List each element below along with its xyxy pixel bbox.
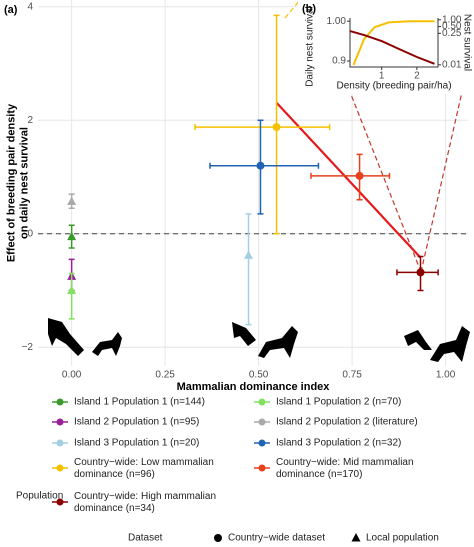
x-tick-label: 0.50: [249, 370, 269, 381]
error-bar-x: [194, 124, 331, 131]
y-axis-title: Daily nest survival: [305, 6, 316, 87]
fox-icon: [430, 326, 470, 362]
bird-icon: [48, 318, 84, 356]
legend-swatch: [56, 439, 64, 447]
y-tick-label: 0.9: [332, 56, 346, 67]
legend-swatch: [258, 439, 266, 447]
legend-swatch: [258, 418, 266, 426]
x-axis-title: Mammalian dominance index: [177, 381, 331, 393]
fit-line: [275, 101, 422, 259]
marker: [67, 285, 77, 295]
legend-label: Island 1 Population 2 (n=70): [276, 397, 401, 408]
legend-label: Country−wide dataset: [228, 533, 325, 544]
y2-axis-title: Nest survival: [461, 14, 472, 71]
legend-label: Local population: [366, 533, 439, 544]
curve: [349, 30, 435, 65]
legend-swatch: [258, 464, 266, 472]
legend-label: Island 3 Population 1 (n=20): [74, 438, 199, 449]
y2-tick-label: 0.25: [442, 28, 462, 39]
curve: [352, 20, 435, 66]
legend-swatch: [56, 464, 64, 472]
marker: [272, 123, 281, 132]
error-bar-y: [245, 213, 252, 326]
x-axis-title: Density (breeding pair/ha): [336, 81, 451, 92]
y2-tick-label: 0.01: [442, 59, 462, 70]
legend-title: Population: [16, 491, 63, 502]
y-tick-label: 1.00: [327, 16, 347, 27]
marker: [416, 268, 425, 277]
legend-title: Dataset: [128, 533, 163, 544]
y-axis-title: Effect of breeding pair densityon daily …: [5, 103, 30, 262]
x-tick-label: 0.00: [62, 370, 82, 381]
leader-line: [284, 0, 301, 19]
panel-label: (b): [302, 3, 316, 15]
y2-tick-label: 0.50: [442, 21, 462, 32]
x-tick-label: 0.75: [342, 370, 362, 381]
marker: [256, 161, 265, 170]
y2-tick-label: 1.00: [442, 14, 462, 25]
y-tick-label: 0: [27, 228, 33, 239]
fox-icon: [92, 332, 122, 356]
x-tick-label: 2: [414, 71, 420, 82]
legend-label: Country−wide: Mid mammalian dominance (n=…: [276, 457, 414, 480]
inset-background: [298, 0, 474, 94]
leader-line: [420, 91, 463, 273]
legend-label: Country−wide: Low mammalian dominance (n=…: [74, 457, 214, 480]
bird-icon: [232, 322, 256, 346]
legend-label: Island 2 Population 2 (literature): [276, 417, 418, 428]
x-tick-label: 1: [379, 71, 385, 82]
leader-line: [349, 91, 422, 273]
y-tick-label: −2: [22, 342, 34, 353]
legend-label: Island 1 Population 1 (n=144): [74, 397, 205, 408]
legend-label: Country−wide: High mammalian dominance (n…: [74, 491, 216, 514]
marker: [244, 250, 254, 259]
legend-swatch: [56, 418, 64, 426]
x-tick-label: 0.25: [155, 370, 175, 381]
marker: [214, 534, 222, 542]
x-tick-label: 1.00: [436, 370, 456, 381]
animal-silhouettes: [48, 318, 470, 362]
legend-swatch: [258, 398, 266, 406]
error-bar-x: [310, 172, 391, 179]
legend-label: Island 2 Population 1 (n=95): [74, 417, 199, 428]
error-bar-y: [68, 272, 75, 320]
marker: [351, 533, 361, 542]
fox-icon: [258, 326, 298, 358]
legend-swatch: [56, 498, 64, 506]
marker: [67, 196, 77, 205]
legend-swatch: [56, 398, 64, 406]
bird-icon: [404, 330, 432, 350]
panel-label: (a): [4, 4, 18, 16]
y-tick-label: 4: [27, 1, 33, 12]
legend-label: Island 3 Population 2 (n=32): [276, 438, 401, 449]
marker: [355, 171, 364, 180]
y-tick-label: 2: [27, 115, 33, 126]
marker: [67, 231, 77, 241]
axis-line: [349, 18, 439, 68]
